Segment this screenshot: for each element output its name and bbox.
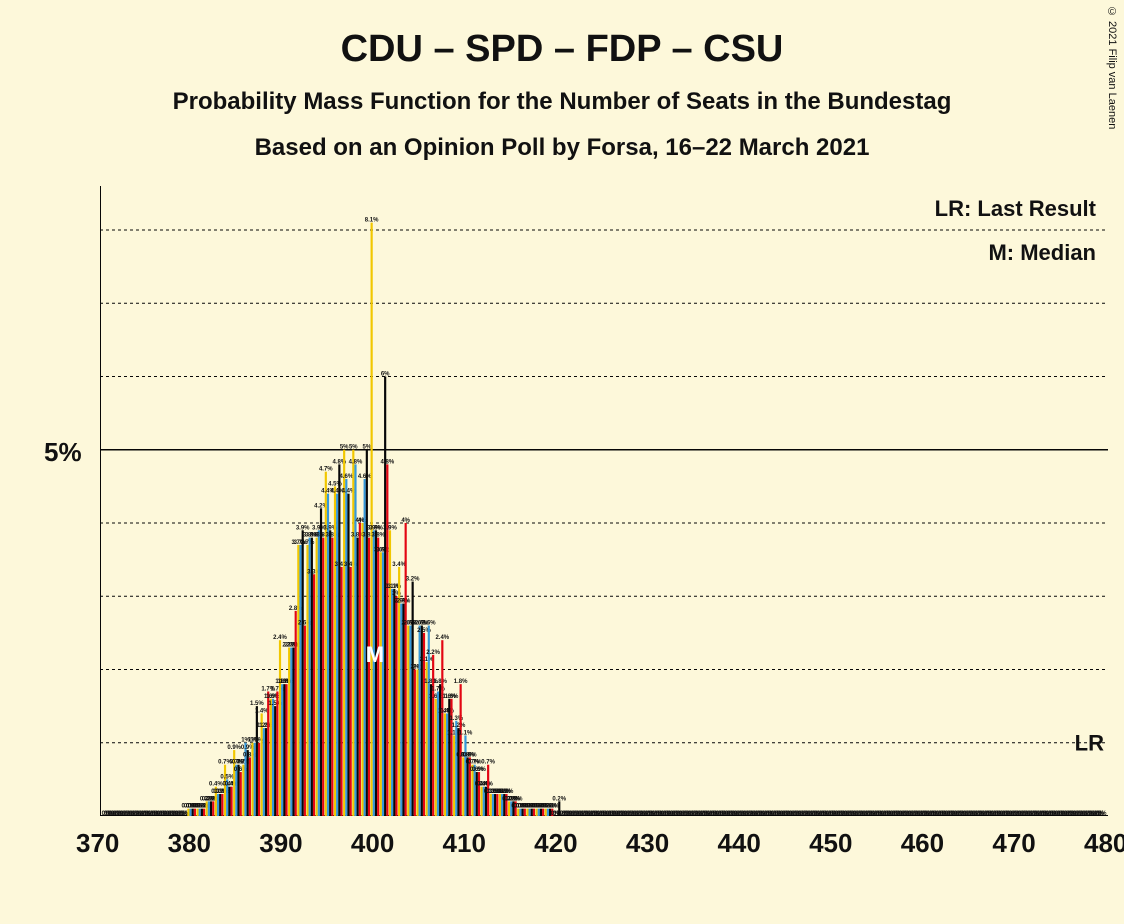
svg-text:M: M xyxy=(366,642,384,667)
svg-text:4%: 4% xyxy=(401,518,410,524)
svg-text:8.1%: 8.1% xyxy=(365,218,379,224)
svg-text:2.9%: 2.9% xyxy=(397,599,411,605)
svg-text:1.2%: 1.2% xyxy=(452,723,466,729)
svg-text:2.4%: 2.4% xyxy=(273,635,287,641)
svg-text:1.5%: 1.5% xyxy=(250,701,264,707)
chart-subtitle-1: Probability Mass Function for the Number… xyxy=(0,88,1124,116)
x-tick-label: 460 xyxy=(901,828,944,859)
svg-text:0.4%: 0.4% xyxy=(209,782,223,788)
svg-text:3.2%: 3.2% xyxy=(406,577,420,583)
svg-text:0.2%: 0.2% xyxy=(509,796,523,802)
x-tick-label: 440 xyxy=(717,828,760,859)
x-tick-label: 430 xyxy=(626,828,669,859)
x-tick-label: 390 xyxy=(259,828,302,859)
x-tick-label: 380 xyxy=(168,828,211,859)
svg-text:4.6%: 4.6% xyxy=(358,474,372,480)
svg-text:2.2%: 2.2% xyxy=(426,650,440,656)
x-tick-label: 470 xyxy=(992,828,1035,859)
svg-text:0.7%: 0.7% xyxy=(481,760,495,766)
chart-subtitle-2: Based on an Opinion Poll by Forsa, 16–22… xyxy=(0,134,1124,162)
svg-text:0%: 0% xyxy=(1098,811,1107,816)
svg-text:LR: LR xyxy=(1075,731,1104,756)
svg-text:1.8%: 1.8% xyxy=(454,679,468,685)
x-tick-label: 420 xyxy=(534,828,577,859)
svg-text:2.6%: 2.6% xyxy=(422,621,436,627)
svg-text:1.6%: 1.6% xyxy=(445,694,459,700)
svg-text:0.9%: 0.9% xyxy=(227,745,241,751)
svg-text:3.9%: 3.9% xyxy=(369,525,383,531)
svg-text:3.9%: 3.9% xyxy=(383,525,397,531)
svg-text:2.4%: 2.4% xyxy=(435,635,449,641)
svg-text:4.6%: 4.6% xyxy=(339,474,353,480)
y-tick-label: 5% xyxy=(44,437,82,468)
svg-text:0.4%: 0.4% xyxy=(479,782,493,788)
svg-text:5%: 5% xyxy=(349,445,358,451)
svg-text:0.6%: 0.6% xyxy=(472,767,486,773)
svg-text:0.3%: 0.3% xyxy=(500,789,514,795)
chart-title: CDU – SPD – FDP – CSU xyxy=(0,28,1124,71)
x-tick-label: 450 xyxy=(809,828,852,859)
svg-text:0.8%: 0.8% xyxy=(463,752,477,758)
svg-text:4.8%: 4.8% xyxy=(380,459,394,465)
svg-text:5%: 5% xyxy=(340,445,349,451)
copyright-label: © 2021 Filip van Laenen xyxy=(1106,6,1118,129)
x-tick-label: 410 xyxy=(443,828,486,859)
x-tick-label: 370 xyxy=(76,828,119,859)
svg-text:3.4%: 3.4% xyxy=(392,562,406,568)
svg-text:3.8%: 3.8% xyxy=(371,533,385,539)
svg-text:3.9%: 3.9% xyxy=(296,525,310,531)
pmf-chart: 0%0%0%0%0%0%0%0%0%0%0%0%0%0%0%0%0%0%0%0%… xyxy=(100,186,1108,816)
svg-text:1.1%: 1.1% xyxy=(459,730,473,736)
svg-text:6%: 6% xyxy=(381,371,390,377)
svg-text:0.1%: 0.1% xyxy=(545,804,559,810)
svg-text:1.4%: 1.4% xyxy=(255,708,269,714)
x-tick-label: 480 xyxy=(1084,828,1124,859)
svg-text:4.8%: 4.8% xyxy=(349,459,363,465)
svg-text:5%: 5% xyxy=(362,445,371,451)
x-tick-label: 400 xyxy=(351,828,394,859)
svg-text:0.2%: 0.2% xyxy=(552,796,566,802)
svg-text:0.7%: 0.7% xyxy=(468,760,482,766)
svg-text:4.7%: 4.7% xyxy=(319,467,333,473)
svg-text:1.8%: 1.8% xyxy=(433,679,447,685)
svg-text:2.1%: 2.1% xyxy=(420,657,434,663)
svg-text:0.5%: 0.5% xyxy=(220,774,234,780)
